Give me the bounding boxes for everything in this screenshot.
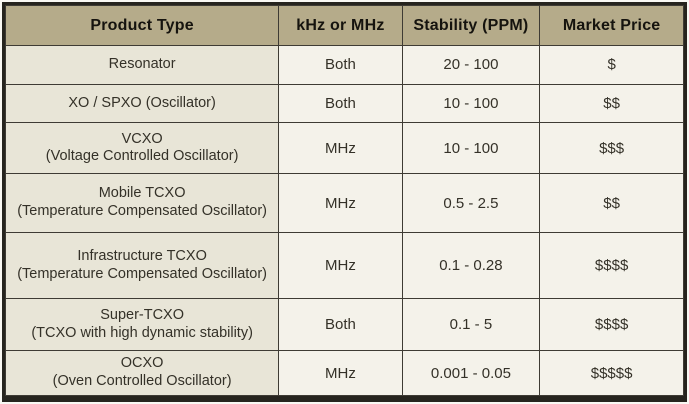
product-cell: Resonator [4, 45, 280, 85]
column-header-stability: Stability (PPM) [401, 5, 541, 46]
product-description: (Temperature Compensated Oscillator) [17, 265, 268, 282]
frequency-cell: MHz [278, 232, 403, 300]
table-row: OCXO (Oven Controlled Oscillator) MHz 0.… [4, 350, 684, 396]
product-cell: XO / SPXO (Oscillator) [4, 83, 280, 124]
frequency-cell: MHz [278, 350, 403, 396]
price-cell: $$$$$ [539, 350, 684, 396]
column-header-frequency: kHz or MHz [278, 5, 403, 46]
product-name: VCXO [121, 130, 163, 147]
product-description: (Oven Controlled Oscillator) [52, 373, 232, 390]
product-cell: Infrastructure TCXO (Temperature Compens… [4, 232, 280, 300]
product-name: Mobile TCXO [98, 185, 186, 202]
frequency-cell: Both [278, 298, 403, 352]
table-row: Resonator Both 20 - 100 $ [4, 45, 684, 85]
table-row: VCXO (Voltage Controlled Oscillator) MHz… [4, 122, 684, 175]
stability-cell: 0.001 - 0.05 [401, 350, 541, 396]
price-cell: $$ [539, 173, 684, 234]
product-name: Resonator [108, 55, 176, 72]
product-description: (Temperature Compensated Oscillator) [17, 203, 268, 220]
price-cell: $$$$ [539, 232, 684, 300]
column-header-product-type: Product Type [4, 5, 280, 46]
stability-cell: 0.1 - 5 [401, 298, 541, 352]
product-cell: Super-TCXO (TCXO with high dynamic stabi… [4, 298, 280, 352]
product-cell: VCXO (Voltage Controlled Oscillator) [4, 122, 280, 175]
table-row: Super-TCXO (TCXO with high dynamic stabi… [4, 298, 684, 352]
product-name: XO / SPXO (Oscillator) [68, 94, 216, 111]
price-cell: $$$$ [539, 298, 684, 352]
product-name: Infrastructure TCXO [77, 248, 207, 265]
frequency-cell: MHz [278, 122, 403, 175]
table-row: XO / SPXO (Oscillator) Both 10 - 100 $$ [4, 83, 684, 124]
price-cell: $$$ [539, 122, 684, 175]
frequency-cell: Both [278, 45, 403, 85]
product-description: (TCXO with high dynamic stability) [31, 324, 253, 341]
product-comparison-table: Product Type kHz or MHz Stability (PPM) … [4, 5, 684, 396]
product-name: Super-TCXO [100, 307, 185, 324]
price-cell: $ [539, 45, 684, 85]
table-header-row: Product Type kHz or MHz Stability (PPM) … [4, 5, 684, 46]
table-row: Infrastructure TCXO (Temperature Compens… [4, 232, 684, 300]
table-row: Mobile TCXO (Temperature Compensated Osc… [4, 173, 684, 234]
frequency-cell: MHz [278, 173, 403, 234]
price-cell: $$ [539, 83, 684, 124]
product-cell: OCXO (Oven Controlled Oscillator) [4, 350, 280, 396]
product-description: (Voltage Controlled Oscillator) [45, 148, 239, 165]
product-name: OCXO [120, 355, 164, 372]
product-cell: Mobile TCXO (Temperature Compensated Osc… [4, 173, 280, 234]
column-header-market-price: Market Price [539, 5, 684, 46]
frequency-cell: Both [278, 83, 403, 124]
stability-cell: 0.1 - 0.28 [401, 232, 541, 300]
stability-cell: 20 - 100 [401, 45, 541, 85]
stability-cell: 10 - 100 [401, 122, 541, 175]
stability-cell: 10 - 100 [401, 83, 541, 124]
stability-cell: 0.5 - 2.5 [401, 173, 541, 234]
